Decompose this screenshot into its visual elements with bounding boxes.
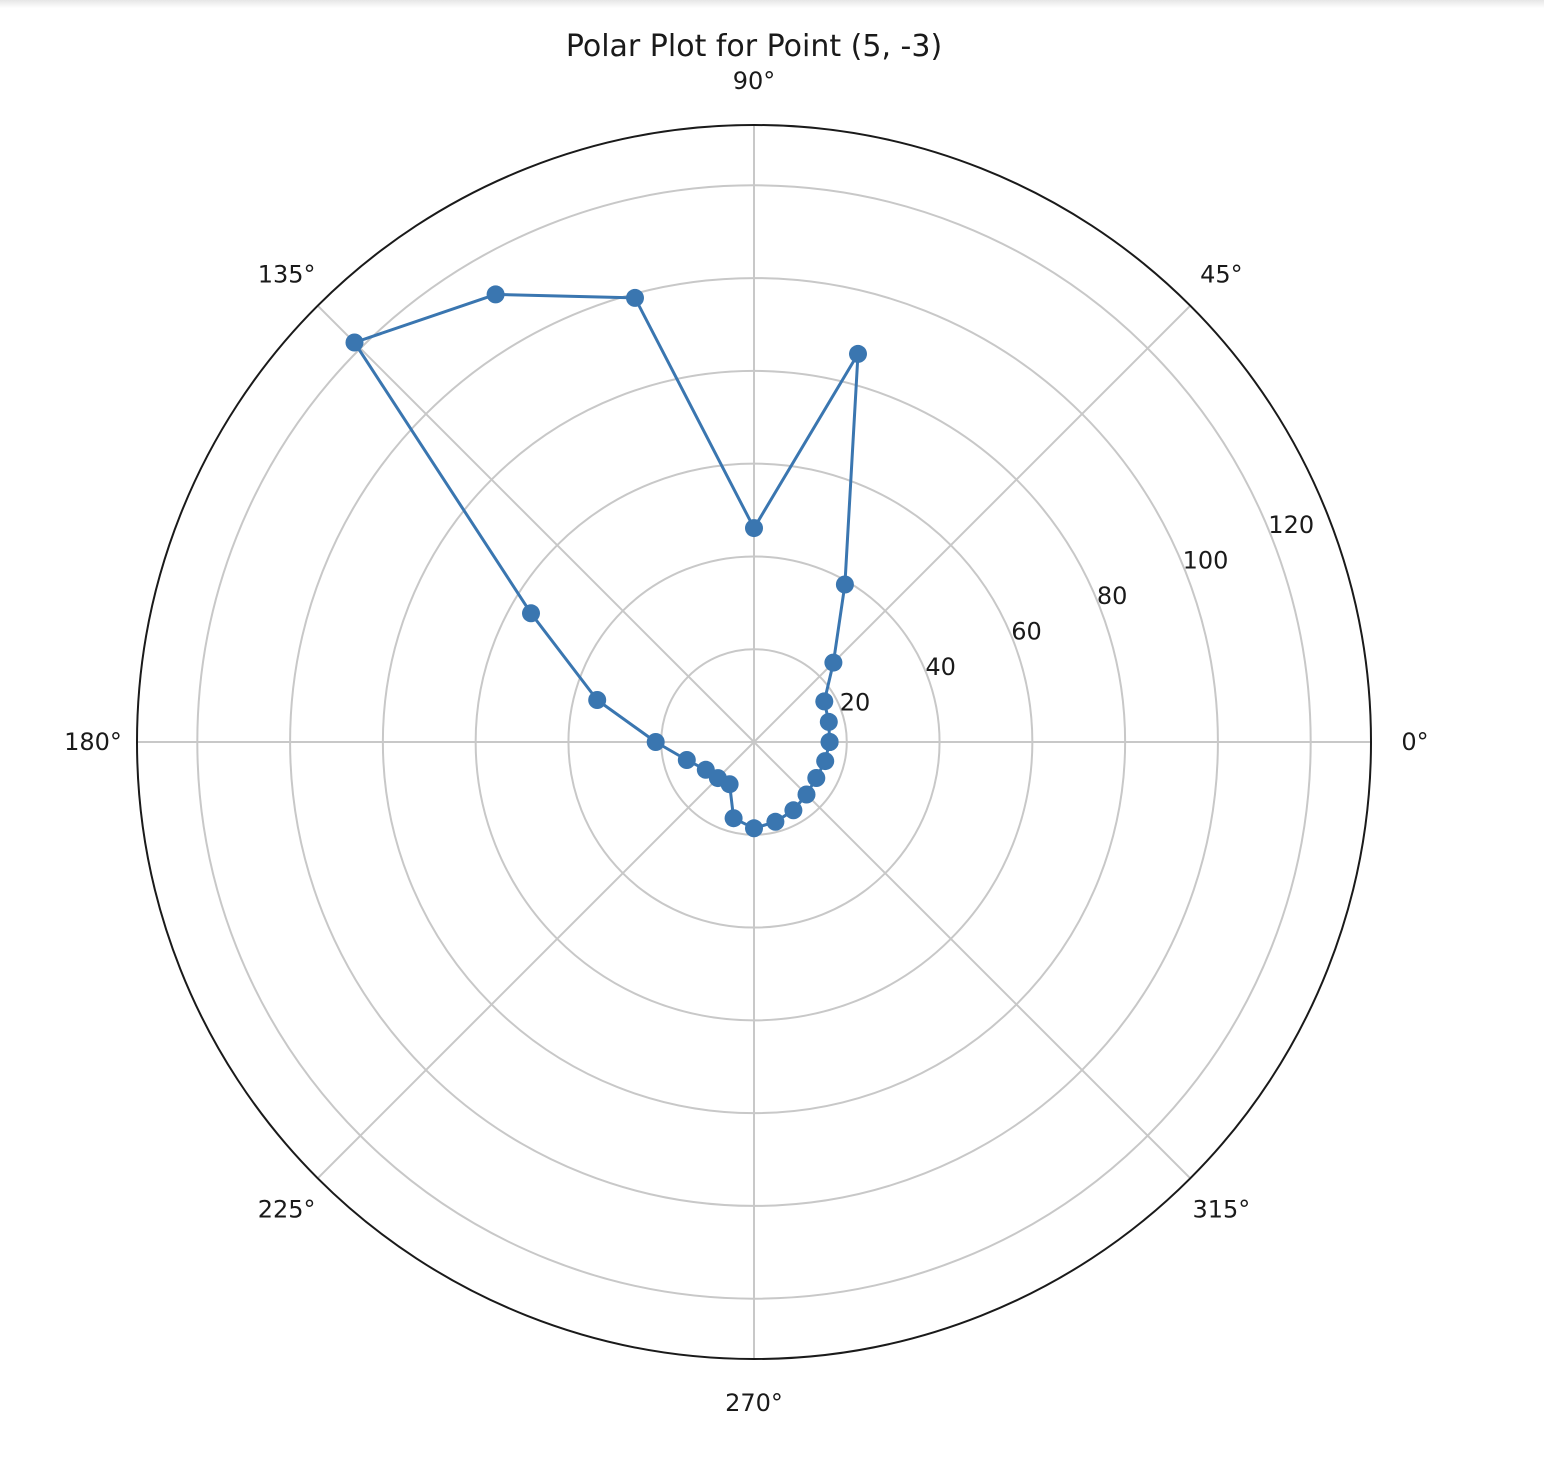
data-point	[745, 819, 763, 838]
data-point	[816, 752, 835, 771]
data-point	[522, 604, 540, 623]
radius-gridline	[289, 277, 1219, 1207]
data-point	[588, 691, 607, 709]
data-point	[720, 775, 739, 794]
data-point	[486, 285, 505, 304]
polar-outer-ring	[136, 124, 1372, 1360]
radius-tick-label: 60	[1011, 618, 1042, 646]
data-point	[835, 575, 854, 594]
radius-tick-label: 100	[1183, 547, 1229, 575]
polar-grid	[137, 125, 1371, 1359]
data-series	[345, 285, 867, 838]
data-point	[626, 288, 644, 307]
radius-gridline	[196, 184, 1312, 1300]
data-point	[819, 712, 838, 731]
data-point	[824, 653, 843, 672]
polar-frame	[136, 124, 1372, 1360]
data-point	[849, 344, 867, 363]
angle-tick-label: 315°	[1192, 1195, 1250, 1223]
angle-gridline	[317, 741, 755, 1179]
data-point	[807, 769, 826, 787]
angle-gridline	[753, 305, 1191, 743]
chart-title: Polar Plot for Point (5, -3)	[566, 29, 942, 64]
data-point	[345, 333, 364, 352]
radius-gridline	[567, 555, 941, 929]
data-point	[766, 812, 785, 831]
data-point	[784, 801, 803, 820]
data-point	[820, 733, 839, 751]
data-point	[797, 785, 816, 804]
angle-gridline	[317, 305, 755, 743]
radius-tick-label: 20	[840, 689, 871, 717]
angle-tick-label: 90°	[733, 67, 776, 95]
data-point	[646, 733, 665, 751]
angle-tick-label: 0°	[1401, 728, 1428, 756]
angle-tick-labels: 0° 45° 90° 135° 180° 225° 270° 315°	[64, 67, 1429, 1417]
data-point	[724, 809, 743, 828]
angle-tick-label: 135°	[258, 261, 316, 289]
radius-gridline	[474, 462, 1034, 1022]
radius-tick-label: 120	[1268, 511, 1314, 539]
radius-tick-label: 80	[1097, 582, 1128, 610]
radius-tick-labels: 20 40 60 80 100 120	[840, 511, 1314, 717]
window-top-edge	[0, 0, 1544, 8]
data-point	[815, 692, 834, 711]
angle-gridline	[753, 741, 1191, 1179]
angle-tick-label: 180°	[64, 728, 122, 756]
angle-tick-label: 225°	[258, 1195, 316, 1223]
angle-tick-label: 270°	[725, 1389, 783, 1417]
data-point	[745, 519, 763, 538]
angle-tick-label: 45°	[1200, 261, 1243, 289]
data-point	[677, 751, 696, 769]
radius-tick-label: 40	[925, 653, 956, 681]
radius-gridline	[381, 369, 1127, 1115]
